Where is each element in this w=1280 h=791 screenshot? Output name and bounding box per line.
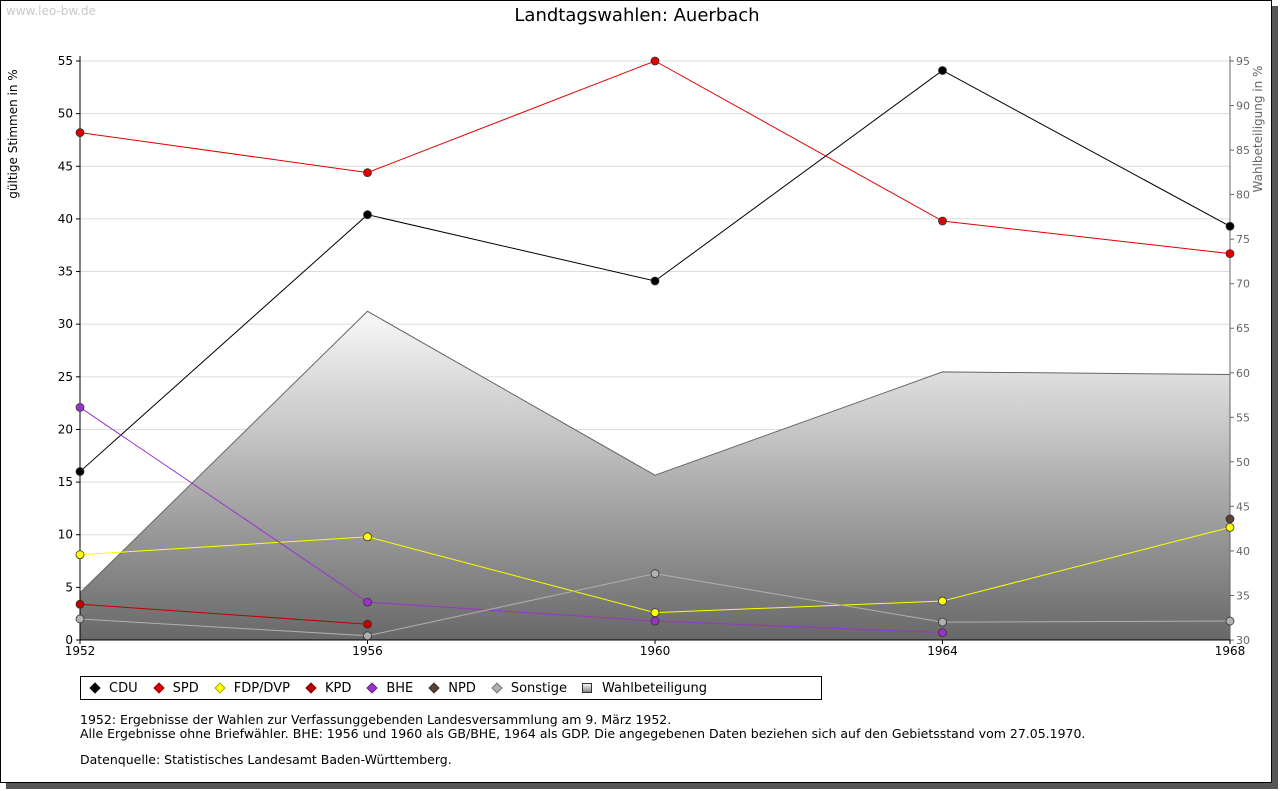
data-point-spd bbox=[1225, 249, 1235, 259]
legend-item: CDU bbox=[89, 681, 138, 696]
legend-item: SPD bbox=[152, 680, 199, 696]
data-point-sonstige bbox=[1225, 616, 1235, 626]
y-tick-label: 45 bbox=[58, 159, 73, 173]
footnote-source: Datenquelle: Statistisches Landesamt Bad… bbox=[80, 752, 452, 767]
data-point-sonstige bbox=[363, 631, 372, 641]
data-point-bhe bbox=[75, 402, 85, 412]
data-point-bhe bbox=[650, 616, 660, 626]
data-point-npd bbox=[1225, 514, 1235, 524]
data-point-kpd bbox=[75, 599, 85, 609]
footnote-1952: 1952: Ergebnisse der Wahlen zur Verfassu… bbox=[80, 712, 672, 727]
y2-tick-label: 75 bbox=[1236, 233, 1250, 246]
y2-tick-label: 95 bbox=[1236, 55, 1250, 68]
legend-label: Wahlbeteiligung bbox=[602, 680, 708, 696]
data-point-spd bbox=[363, 168, 372, 177]
data-point-cdu bbox=[1225, 221, 1235, 231]
legend-item: NPD bbox=[428, 681, 476, 696]
data-point-fdp-dvp bbox=[650, 608, 660, 618]
data-point-fdp-dvp bbox=[938, 596, 947, 606]
legend-label: FDP/DVP bbox=[233, 680, 290, 696]
y2-tick-label: 35 bbox=[1236, 589, 1250, 602]
x-tick-label: 1968 bbox=[1215, 644, 1246, 658]
legend-item: BHE bbox=[366, 681, 413, 696]
y2-tick-label: 40 bbox=[1236, 545, 1250, 558]
legend-item: Sonstige bbox=[491, 681, 567, 696]
y-tick-label: 30 bbox=[58, 317, 73, 331]
y2-tick-label: 65 bbox=[1236, 322, 1250, 335]
y2-tick-label: 70 bbox=[1236, 278, 1250, 291]
y-tick-label: 15 bbox=[58, 475, 73, 489]
legend-marker bbox=[366, 682, 378, 694]
y-tick-label: 40 bbox=[58, 212, 73, 226]
data-point-cdu bbox=[75, 467, 85, 476]
data-point-bhe bbox=[938, 628, 947, 638]
data-point-cdu bbox=[938, 66, 947, 75]
footnotes: 1952: Ergebnisse der Wahlen zur Verfassu… bbox=[80, 713, 1085, 767]
legend-marker bbox=[305, 682, 317, 694]
data-point-bhe bbox=[363, 597, 372, 607]
data-point-sonstige bbox=[650, 569, 660, 579]
y-tick-label: 25 bbox=[58, 370, 73, 384]
legend-label: Sonstige bbox=[510, 680, 568, 696]
series-line-kpd bbox=[79, 603, 368, 625]
y2-tick-label: 50 bbox=[1236, 456, 1250, 469]
y2-tick-label: 90 bbox=[1236, 100, 1250, 113]
legend-marker bbox=[491, 682, 503, 694]
footnote-general: Alle Ergebnisse ohne Briefwähler. BHE: 1… bbox=[80, 726, 1086, 741]
legend-marker bbox=[428, 682, 440, 694]
y-axis-label: gültige Stimmen in % bbox=[6, 69, 20, 198]
legend-label: SPD bbox=[172, 680, 199, 696]
data-point-cdu bbox=[363, 210, 372, 220]
legend-marker bbox=[214, 682, 226, 694]
data-point-cdu bbox=[650, 276, 660, 286]
data-point-fdp-dvp bbox=[363, 532, 372, 542]
y-tick-label: 10 bbox=[58, 528, 73, 542]
watermark: www.leo-bw.de bbox=[6, 4, 96, 18]
series-line-spd bbox=[79, 60, 1231, 255]
y-tick-label: 50 bbox=[58, 107, 73, 121]
y2-tick-label: 30 bbox=[1236, 634, 1250, 647]
legend-marker bbox=[89, 682, 101, 694]
legend-item: FDP/DVP bbox=[214, 681, 290, 696]
y-tick-label: 20 bbox=[58, 422, 73, 436]
frame-shadow-bottom bbox=[6, 783, 1278, 789]
data-point-sonstige bbox=[75, 614, 85, 624]
x-tick-label: 1952 bbox=[65, 644, 96, 658]
legend-item: KPD bbox=[305, 681, 351, 696]
x-tick-label: 1956 bbox=[352, 644, 383, 658]
legend-label: NPD bbox=[448, 680, 476, 696]
y2-tick-label: 55 bbox=[1236, 411, 1250, 424]
series-line-bhe bbox=[79, 406, 943, 634]
y2-axis-label: Wahlbeteiligung in % bbox=[1251, 66, 1265, 193]
legend-label: BHE bbox=[386, 680, 414, 696]
data-point-kpd bbox=[363, 619, 372, 629]
legend-marker bbox=[152, 682, 165, 694]
legend: CDU SPD FDP/DVP KPD BHE NPD Sonstige Wahlbeteil… bbox=[80, 676, 822, 700]
legend-label: CDU bbox=[109, 680, 138, 696]
data-point-fdp-dvp bbox=[75, 550, 85, 560]
frame-shadow-right bbox=[1272, 6, 1278, 789]
y-tick-label: 0 bbox=[65, 633, 73, 647]
x-tick-label: 1964 bbox=[927, 644, 958, 658]
data-point-spd bbox=[75, 128, 85, 137]
x-tick-label: 1960 bbox=[640, 644, 671, 658]
line-chart: 0 5 10 15 20 25 30 35 40 45 50 55 30 35 40 45 50 55 60 65 70… bbox=[6, 5, 1265, 658]
chart-title: Landtagswahlen: Auerbach bbox=[514, 5, 759, 26]
legend-label: KPD bbox=[324, 680, 352, 696]
area-wahlbeteiligung-edge bbox=[79, 310, 1231, 594]
data-point-spd bbox=[938, 216, 947, 226]
y-tick-label: 55 bbox=[58, 54, 73, 68]
legend-item: Wahlbeteiligung bbox=[582, 681, 707, 696]
y2-tick-label: 45 bbox=[1236, 500, 1250, 513]
legend-area-swatch bbox=[582, 683, 593, 693]
data-point-spd bbox=[650, 56, 660, 66]
y-tick-label: 35 bbox=[58, 265, 73, 279]
data-point-sonstige bbox=[938, 617, 947, 627]
y2-tick-label: 80 bbox=[1236, 189, 1250, 202]
y2-tick-label: 60 bbox=[1236, 367, 1250, 380]
y2-tick-label: 85 bbox=[1236, 144, 1250, 157]
y-tick-label: 5 bbox=[65, 580, 73, 594]
data-point-fdp-dvp bbox=[1225, 522, 1235, 532]
